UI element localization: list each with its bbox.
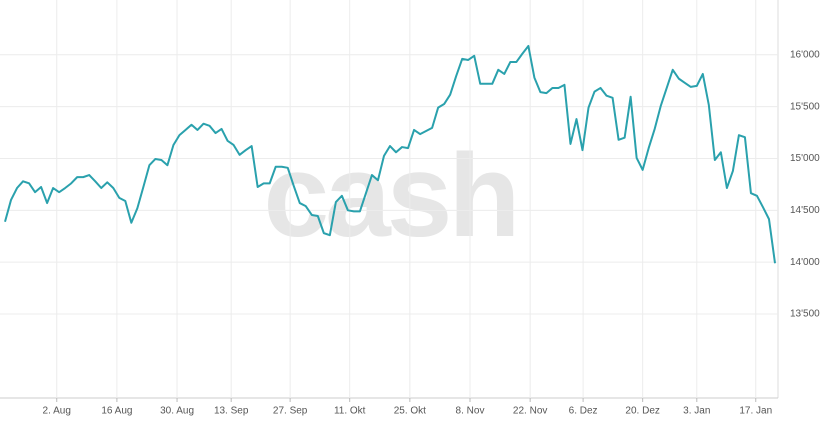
x-tick-label: 20. Dez: [625, 406, 659, 417]
x-tick-label: 2. Aug: [43, 406, 71, 417]
y-tick-label: 15'000: [790, 153, 820, 164]
y-tick-label: 14'000: [790, 257, 820, 268]
x-tick-label: 30. Aug: [160, 406, 194, 417]
x-tick-label: 25. Okt: [394, 406, 426, 417]
x-tick-label: 22. Nov: [513, 406, 547, 417]
x-tick-label: 13. Sep: [214, 406, 249, 417]
y-tick-label: 13'500: [790, 309, 820, 320]
y-tick-label: 15'500: [790, 101, 820, 112]
x-tick-label: 8. Nov: [456, 406, 485, 417]
x-tick-label: 6. Dez: [569, 406, 598, 417]
x-tick-label: 3. Jan: [683, 406, 710, 417]
watermark: cash: [264, 130, 517, 262]
price-line: [4, 44, 776, 264]
x-tick-label: 16 Aug: [101, 406, 132, 417]
x-tick-label: 17. Jan: [739, 406, 772, 417]
x-tick-label: 27. Sep: [273, 406, 308, 417]
y-tick-label: 16'000: [790, 49, 820, 60]
x-tick-label: 11. Okt: [334, 406, 366, 417]
y-tick-label: 14'500: [790, 205, 820, 216]
